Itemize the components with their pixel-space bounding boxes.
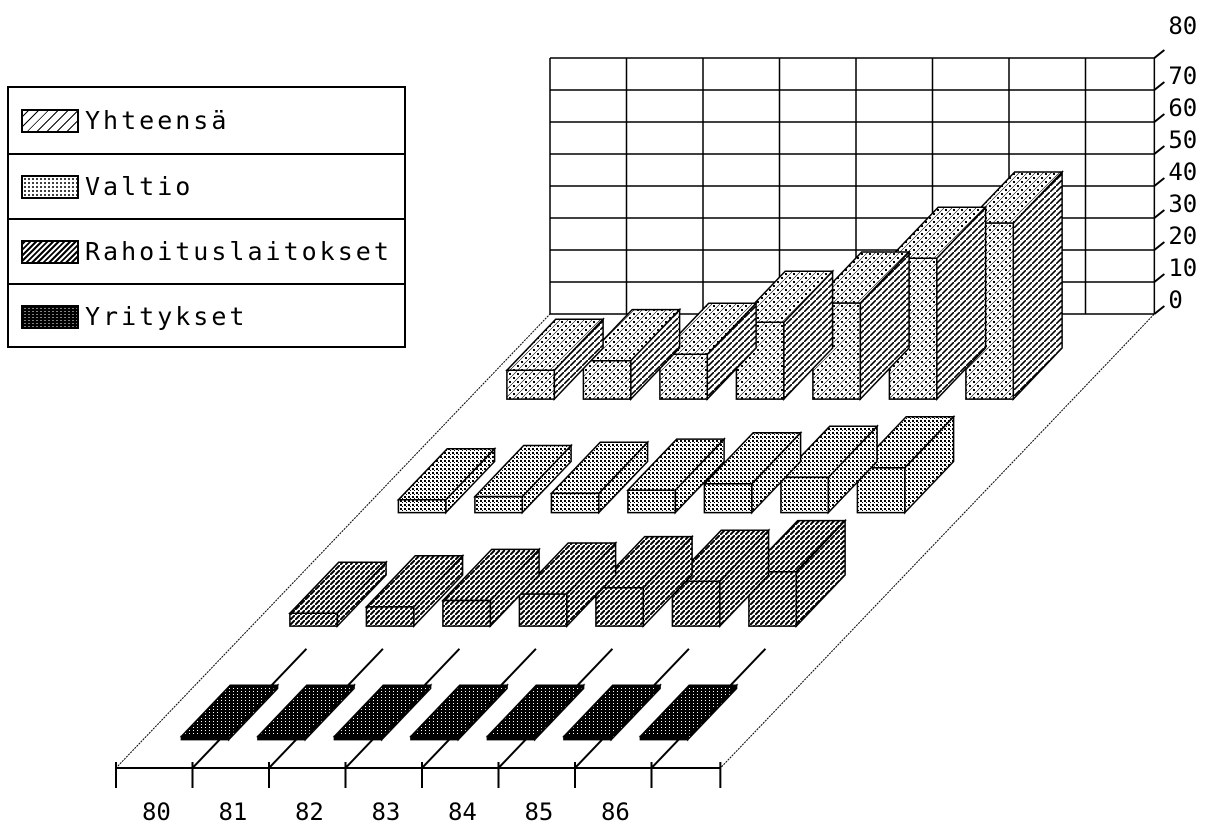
y-tick <box>1153 241 1165 251</box>
legend-item-yhteensa: Yhteensä <box>9 88 404 153</box>
bar <box>517 541 618 628</box>
legend-swatch <box>21 239 79 264</box>
bar-front <box>627 489 677 514</box>
y-tick <box>1153 113 1165 123</box>
y-tick-label: 0 <box>1168 286 1182 314</box>
x-tick-label: 86 <box>601 798 630 826</box>
bar <box>638 683 739 742</box>
bar-front <box>289 612 339 627</box>
bar-front <box>474 495 524 514</box>
bar <box>549 440 650 515</box>
y-tick-label: 50 <box>1168 126 1197 154</box>
bar <box>670 528 771 628</box>
bar-front <box>365 606 415 627</box>
x-tick-label: 84 <box>448 798 477 826</box>
bar-front <box>595 586 645 627</box>
bar-front <box>582 359 632 400</box>
legend-item-valtio: Valtio <box>9 153 404 218</box>
bar-front <box>563 735 613 741</box>
x-tick-label: 80 <box>142 798 171 826</box>
bar-front <box>780 476 830 514</box>
legend-label: Yhteensä <box>85 106 230 135</box>
legend-swatch <box>21 304 79 329</box>
bar <box>594 534 694 628</box>
bar <box>734 269 835 401</box>
legend-label: Rahoituslaitokset <box>85 237 392 266</box>
bar <box>288 560 388 628</box>
bar <box>256 683 356 742</box>
bar <box>581 307 682 401</box>
y-tick-label: 60 <box>1168 94 1197 122</box>
y-tick-label: 20 <box>1168 222 1197 250</box>
bar <box>409 683 509 742</box>
bar <box>396 446 497 515</box>
y-tick-label: 80 <box>1168 12 1197 40</box>
bar <box>179 683 280 742</box>
bar-front <box>639 735 689 741</box>
bar <box>626 437 726 515</box>
bar <box>485 683 586 742</box>
bar <box>562 683 662 742</box>
y-tick <box>1153 49 1165 59</box>
y-tick-label: 40 <box>1168 158 1197 186</box>
bar-front <box>506 369 556 400</box>
y-tick <box>1153 81 1165 91</box>
bar <box>505 317 605 401</box>
bar <box>702 430 803 515</box>
x-tick-label: 81 <box>218 798 247 826</box>
y-tick <box>1153 273 1165 283</box>
x-tick-label: 83 <box>371 798 400 826</box>
legend-swatch <box>21 108 79 133</box>
axis-labels: 80 70 60 50 40 30 20 10 0 80 81 82 83 84 85 86 <box>115 12 1197 826</box>
bar <box>855 414 956 515</box>
legend-item-yritykset: Yritykset <box>9 283 404 348</box>
bar-front <box>442 599 492 627</box>
x-tick-label: 85 <box>524 798 553 826</box>
y-tick-label: 10 <box>1168 254 1197 282</box>
legend-label: Valtio <box>85 172 194 201</box>
y-tick <box>1153 177 1165 187</box>
bars <box>179 170 1064 742</box>
bar-front <box>410 735 460 741</box>
bar <box>473 443 573 515</box>
bar <box>332 683 433 742</box>
bar-top <box>179 684 280 738</box>
bar <box>364 553 465 628</box>
bar-front <box>486 735 536 741</box>
legend-item-rahoituslaitokset: Rahoituslaitokset <box>9 218 404 283</box>
x-tick-label: 82 <box>295 798 324 826</box>
y-tick <box>1153 305 1165 315</box>
bar-front <box>257 735 307 741</box>
bar-front <box>518 593 568 627</box>
bar-front <box>397 499 447 514</box>
bar <box>747 518 847 628</box>
legend: Yhteensä Valtio Rahoituslaitokset Yrityk… <box>7 86 406 348</box>
y-tick <box>1153 209 1165 219</box>
bar-front <box>333 735 383 741</box>
bar-front <box>703 483 753 514</box>
bar-front <box>550 492 600 514</box>
bar-front <box>180 735 230 741</box>
y-tick <box>1153 145 1165 155</box>
bar <box>779 424 879 515</box>
y-tick-label: 70 <box>1168 62 1197 90</box>
legend-swatch <box>21 174 79 199</box>
bar <box>441 547 541 628</box>
y-tick-label: 30 <box>1168 190 1197 218</box>
legend-label: Yritykset <box>85 302 248 331</box>
